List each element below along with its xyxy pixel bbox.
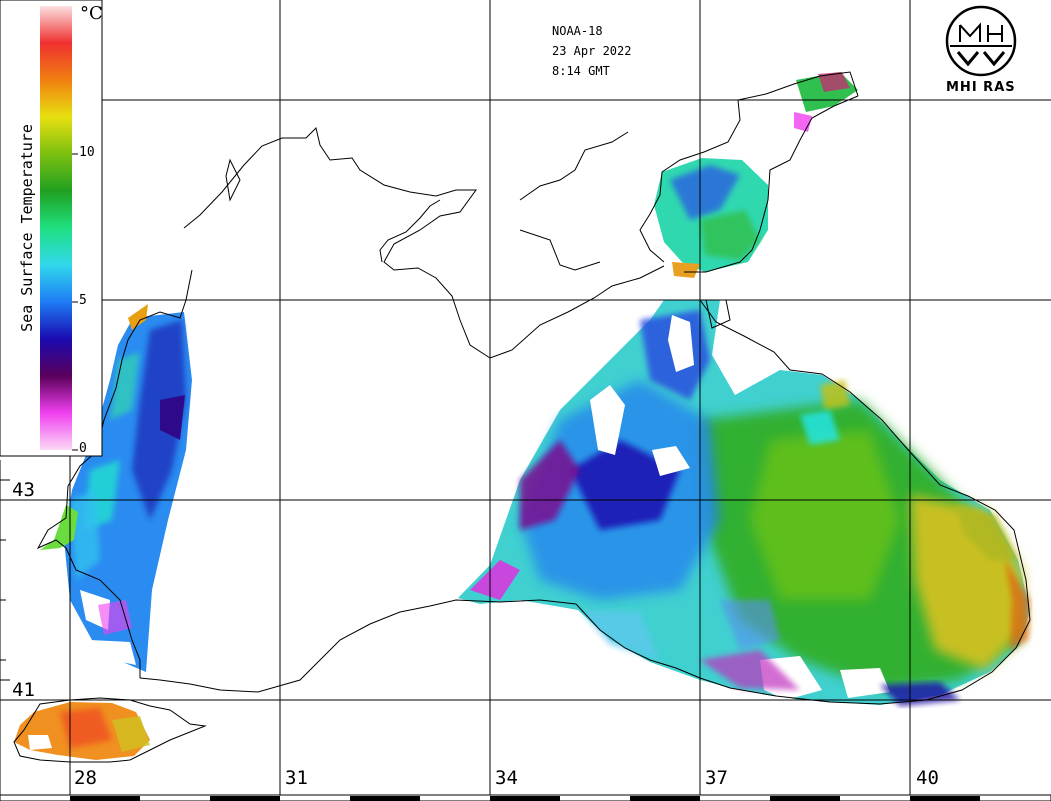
sst-azov-sea bbox=[654, 72, 858, 278]
colorbar-unit: °C bbox=[80, 3, 103, 24]
lon-label-28: 28 bbox=[74, 767, 97, 789]
lon-label-37: 37 bbox=[705, 767, 728, 789]
colorbar-tick-10: 10 bbox=[79, 145, 95, 160]
sst-west-shelf bbox=[40, 304, 192, 672]
colorbar bbox=[0, 0, 103, 457]
colorbar-title: Sea Surface Temperature bbox=[18, 124, 36, 332]
date-label: 23 Apr 2022 bbox=[552, 44, 632, 58]
lon-label-40: 40 bbox=[916, 767, 939, 789]
satellite-label: NOAA-18 bbox=[552, 24, 603, 38]
sst-bosphorus-area bbox=[14, 702, 150, 760]
time-label: 8:14 GMT bbox=[552, 64, 610, 78]
colorbar-ramp bbox=[40, 6, 72, 450]
mhi-ras-logo bbox=[945, 5, 1017, 77]
organization-label: MHI RAS bbox=[946, 80, 1016, 95]
colorbar-tick-0: 0 bbox=[79, 441, 87, 456]
bottom-scale-bar bbox=[0, 794, 1051, 801]
lat-label-41: 41 bbox=[12, 679, 35, 701]
lat-label-43: 43 bbox=[12, 479, 35, 501]
lon-label-31: 31 bbox=[285, 767, 308, 789]
colorbar-tick-5: 5 bbox=[79, 293, 87, 308]
sst-east-basin bbox=[458, 300, 1030, 706]
left-frame-ticks bbox=[0, 460, 10, 801]
lon-label-34: 34 bbox=[495, 767, 518, 789]
